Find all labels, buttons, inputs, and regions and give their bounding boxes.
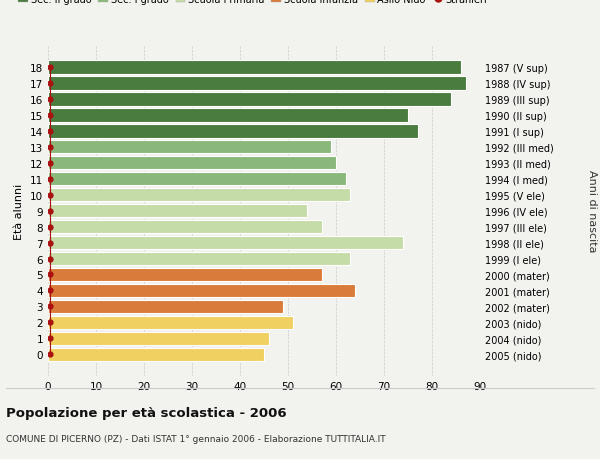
Bar [48,173,346,186]
Text: Anni di nascita: Anni di nascita [587,170,597,252]
Bar [48,189,350,202]
Y-axis label: Età alunni: Età alunni [14,183,25,239]
Bar [48,348,264,361]
Bar [48,284,355,297]
Bar [48,268,322,282]
Bar [48,77,466,90]
Bar [48,332,269,346]
Bar [48,236,403,250]
Bar [48,220,322,234]
Bar [48,109,408,122]
Bar [48,125,418,138]
Bar [48,252,350,266]
Bar [48,316,293,330]
Bar [48,61,461,74]
Legend: Sec. II grado, Sec. I grado, Scuola Primaria, Scuola Infanzia, Asilo Nido, Stran: Sec. II grado, Sec. I grado, Scuola Prim… [19,0,487,5]
Text: COMUNE DI PICERNO (PZ) - Dati ISTAT 1° gennaio 2006 - Elaborazione TUTTITALIA.IT: COMUNE DI PICERNO (PZ) - Dati ISTAT 1° g… [6,434,386,443]
Text: Popolazione per età scolastica - 2006: Popolazione per età scolastica - 2006 [6,406,287,419]
Bar [48,93,451,106]
Bar [48,140,331,154]
Bar [48,157,336,170]
Bar [48,300,283,313]
Bar [48,204,307,218]
